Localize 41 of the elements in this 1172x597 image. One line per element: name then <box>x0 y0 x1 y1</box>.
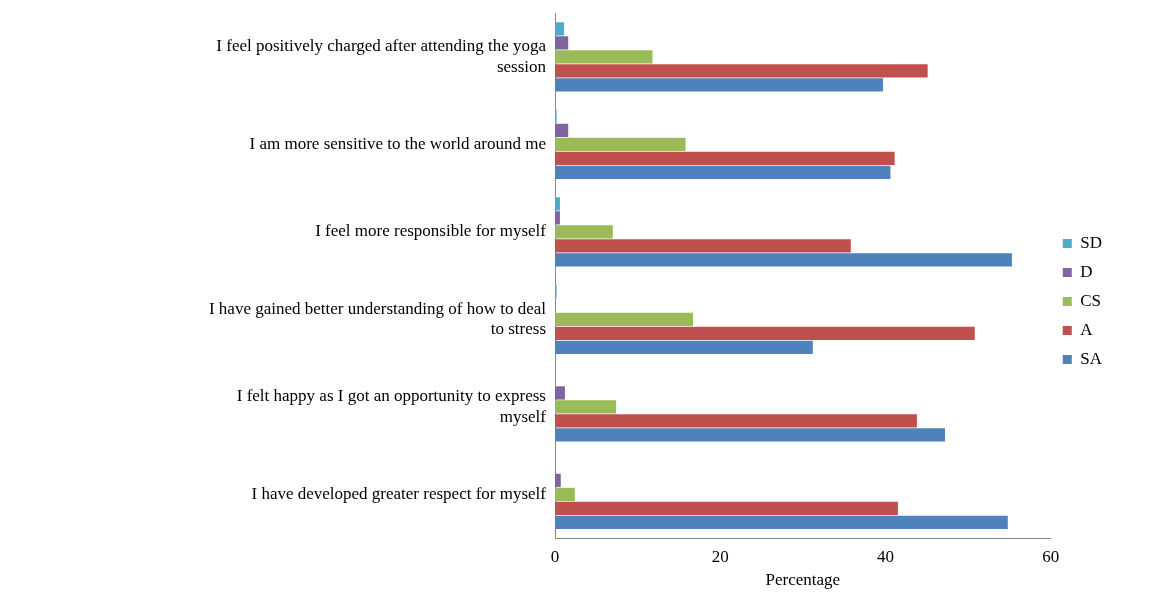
bar <box>555 253 1012 267</box>
x-tick-label: 60 <box>1042 546 1060 566</box>
bar <box>555 165 891 180</box>
bar <box>555 386 565 400</box>
bar <box>555 22 565 36</box>
y-tick-label: I have developed greater respect for myself <box>251 483 547 503</box>
x-tick-label: 40 <box>877 546 895 566</box>
x-tick-label: 0 <box>550 546 560 566</box>
legend-label: A <box>1080 319 1094 339</box>
bar <box>555 78 884 92</box>
bar <box>555 211 560 225</box>
bar <box>555 473 561 488</box>
y-tick-label: I felt happy as I got an opportunity to express myself <box>236 386 547 426</box>
bar <box>555 50 653 64</box>
x-axis-title: Percentage <box>765 570 841 590</box>
bar <box>555 197 560 211</box>
bar <box>555 501 898 516</box>
y-tick-label: I feel positively charged after attending the yoga session <box>216 36 547 76</box>
bar <box>555 239 851 253</box>
bar <box>555 225 613 239</box>
bar <box>555 312 693 327</box>
bar <box>555 137 686 152</box>
bar <box>555 64 928 78</box>
y-tick-label: I have gained better understanding of how to deal to stress <box>208 298 547 339</box>
y-tick-label: I am more sensitive to the world around me <box>249 133 546 153</box>
bar <box>555 151 895 166</box>
legend-label: CS <box>1080 290 1102 310</box>
x-tick-label: 20 <box>711 546 729 566</box>
bar <box>555 400 617 414</box>
legend-label: D <box>1080 261 1093 281</box>
legend-label: SA <box>1080 348 1103 368</box>
legend-label: SD <box>1080 232 1102 252</box>
bar <box>555 414 917 428</box>
bar <box>555 326 975 341</box>
bar <box>555 428 946 442</box>
y-tick-label: I feel more responsible for myself <box>315 221 547 241</box>
bar <box>555 36 569 50</box>
bar <box>555 487 575 502</box>
bar <box>555 340 813 355</box>
bar <box>555 123 569 138</box>
bar <box>555 515 1008 530</box>
